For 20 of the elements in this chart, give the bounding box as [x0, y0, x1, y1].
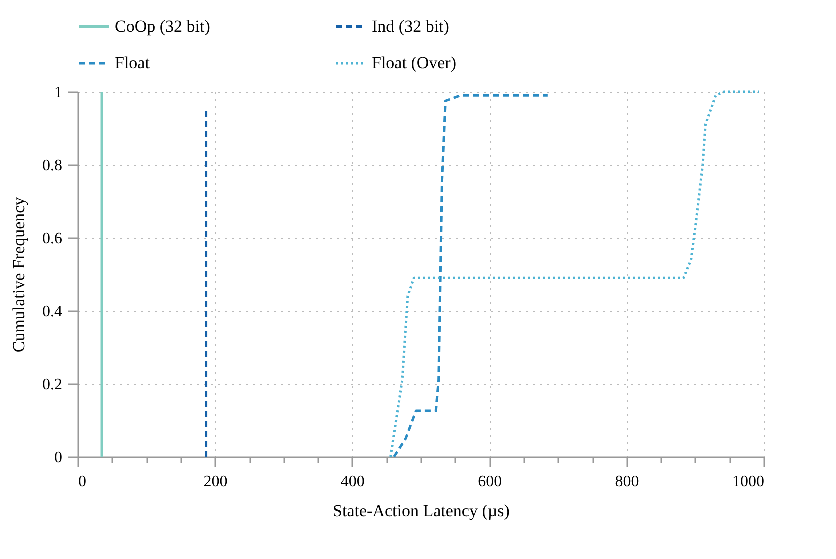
- legend-label: CoOp (32 bit): [115, 16, 210, 36]
- y-tick-label: 0.6: [42, 230, 62, 248]
- x-tick-label: 200: [204, 474, 228, 490]
- x-axis-title: State-Action Latency (µs): [333, 502, 510, 520]
- x-tick-label: 800: [615, 474, 640, 490]
- y-tick-label: 0.2: [42, 376, 62, 394]
- y-axis-title: Cumulative Frequency: [10, 196, 28, 353]
- x-tick-label: 1000: [732, 474, 764, 490]
- line-series: [392, 94, 550, 458]
- y-tick-label: 0: [54, 450, 62, 466]
- y-tick-label: 1: [54, 84, 62, 102]
- x-tick-label: 600: [478, 474, 502, 490]
- y-tick-label: 0.4: [42, 304, 62, 320]
- x-tick-label: 400: [340, 474, 365, 490]
- legend-label: Float: [115, 54, 150, 72]
- x-tick-label: 0: [78, 474, 86, 490]
- legend-label: Ind (32 bit): [372, 16, 450, 36]
- line-series: [390, 90, 760, 458]
- y-tick-label: 0.8: [42, 158, 62, 174]
- legend-label: Float (Over): [372, 54, 457, 72]
